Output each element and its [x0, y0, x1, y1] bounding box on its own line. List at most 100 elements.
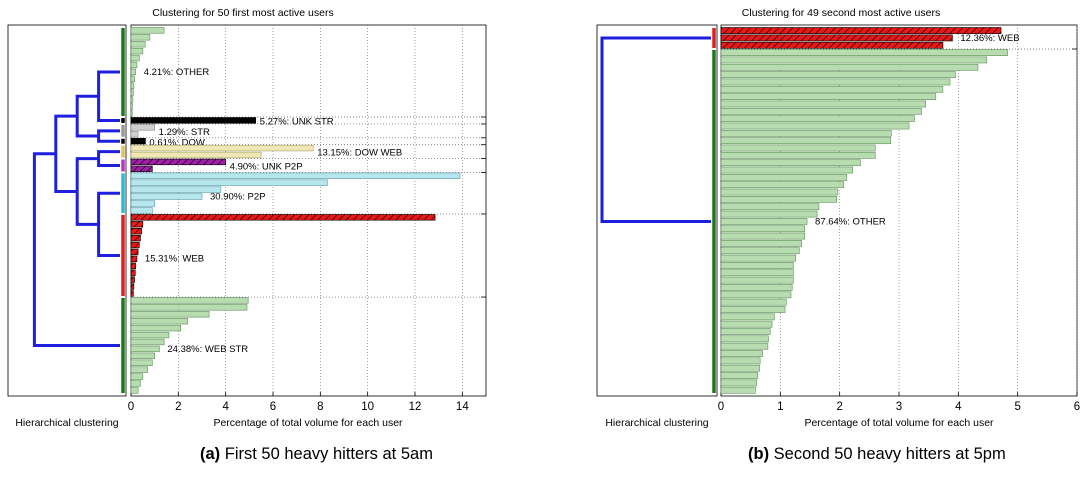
- dendrogram-link: [32, 152, 120, 348]
- bar-hatch: [131, 159, 226, 165]
- bar: [720, 93, 937, 100]
- x-tick-label: 2: [175, 401, 181, 413]
- bar: [720, 225, 805, 233]
- bar: [130, 311, 210, 318]
- bar: [720, 379, 757, 387]
- bar: [720, 386, 756, 394]
- bar: [130, 96, 134, 103]
- x-tick-label: 5: [1014, 401, 1020, 413]
- bar: [130, 207, 153, 214]
- cluster-label: 30.90%: P2P: [210, 191, 265, 202]
- bar: [720, 291, 792, 299]
- dendrogram-label: Hierarchical clustering: [15, 417, 118, 429]
- bar: [720, 284, 793, 291]
- caption-b: (b) Second 50 heavy hitters at 5pm: [748, 445, 1006, 464]
- cluster-label: 12.36%: WEB: [960, 33, 1019, 44]
- x-tick-label: 0: [718, 401, 724, 413]
- bar: [720, 56, 988, 64]
- x-tick-label: 2: [836, 401, 842, 413]
- x-tick-label: 14: [456, 401, 469, 413]
- bar: [130, 110, 133, 117]
- bar: [130, 179, 328, 186]
- dendrogram-link: [75, 157, 99, 226]
- bar: [720, 181, 845, 189]
- bar: [720, 218, 808, 225]
- dendrogram-link: [75, 94, 99, 138]
- chart-second-49: Clustering for 49 second most active use…: [596, 7, 1080, 429]
- bar: [720, 372, 759, 379]
- plot-frame: [130, 24, 487, 397]
- chart-title: Clustering for 49 second most active use…: [742, 7, 940, 19]
- dendrogram-frame: [596, 24, 718, 397]
- bar: [130, 186, 222, 193]
- cluster-label: 4.90%: UNK P2P: [230, 161, 303, 172]
- bar-hatch: [131, 262, 136, 269]
- x-tick-label: 12: [409, 401, 422, 413]
- bar: [720, 350, 763, 357]
- bar-hatch: [131, 269, 136, 276]
- dendrogram-link: [54, 114, 78, 193]
- cluster-label: 0.61%: DOW: [149, 137, 204, 148]
- bar: [720, 313, 775, 321]
- bar: [720, 159, 861, 167]
- bar: [130, 117, 257, 124]
- bar: [720, 100, 926, 108]
- bar: [720, 122, 910, 130]
- bar: [720, 85, 944, 93]
- bar: [130, 172, 461, 179]
- bar: [130, 200, 155, 207]
- bar: [720, 328, 771, 335]
- bar: [720, 232, 805, 240]
- caption-a: (a) First 50 heavy hitters at 5am: [200, 445, 433, 464]
- bar: [130, 89, 134, 96]
- bar: [720, 342, 769, 350]
- bar: [130, 193, 203, 200]
- bar: [130, 359, 153, 366]
- bar: [720, 151, 876, 159]
- chart-first-50: Clustering for 50 first most active user…: [7, 7, 487, 429]
- bar: [720, 115, 915, 123]
- dendrogram-link: [600, 36, 711, 224]
- bar: [720, 254, 797, 262]
- bar-hatch: [131, 290, 134, 297]
- bar-hatch: [131, 221, 143, 228]
- bar: [720, 364, 760, 372]
- x-tick-label: 6: [1074, 401, 1080, 413]
- bar-hatch: [131, 256, 137, 262]
- bar: [720, 71, 956, 78]
- bar: [720, 298, 787, 306]
- bar: [130, 61, 138, 69]
- bar: [720, 276, 794, 284]
- caption-a-text: First 50 heavy hitters at 5am: [224, 445, 433, 463]
- bar: [130, 47, 144, 55]
- bar: [720, 210, 818, 218]
- bar: [130, 366, 148, 373]
- dendrogram-link: [97, 150, 120, 167]
- bar: [720, 188, 839, 196]
- x-tick-label: 10: [361, 401, 374, 413]
- bar: [130, 324, 182, 332]
- dendrogram-link: [97, 70, 120, 122]
- bar: [130, 373, 144, 380]
- bar: [130, 297, 249, 304]
- bar: [130, 124, 155, 131]
- chart-title: Clustering for 50 first most active user…: [152, 7, 333, 19]
- bar: [130, 137, 146, 145]
- bar: [130, 131, 139, 138]
- bar: [130, 331, 170, 339]
- bar: [720, 306, 786, 313]
- x-axis-label: Percentage of total volume for each user: [213, 417, 403, 429]
- bar: [720, 247, 800, 255]
- bar: [720, 63, 979, 71]
- cluster-label: 24.38%: WEB STR: [167, 344, 248, 355]
- cluster-label: 15.31%: WEB: [145, 254, 204, 265]
- bar: [720, 174, 848, 181]
- bar: [720, 78, 951, 86]
- bar: [130, 318, 189, 325]
- bar: [720, 269, 794, 277]
- bar: [720, 203, 820, 211]
- cluster-label: 87.64%: OTHER: [815, 216, 886, 227]
- x-tick-label: 1: [777, 401, 783, 413]
- bar: [130, 380, 141, 387]
- dendrogram-link: [97, 191, 120, 258]
